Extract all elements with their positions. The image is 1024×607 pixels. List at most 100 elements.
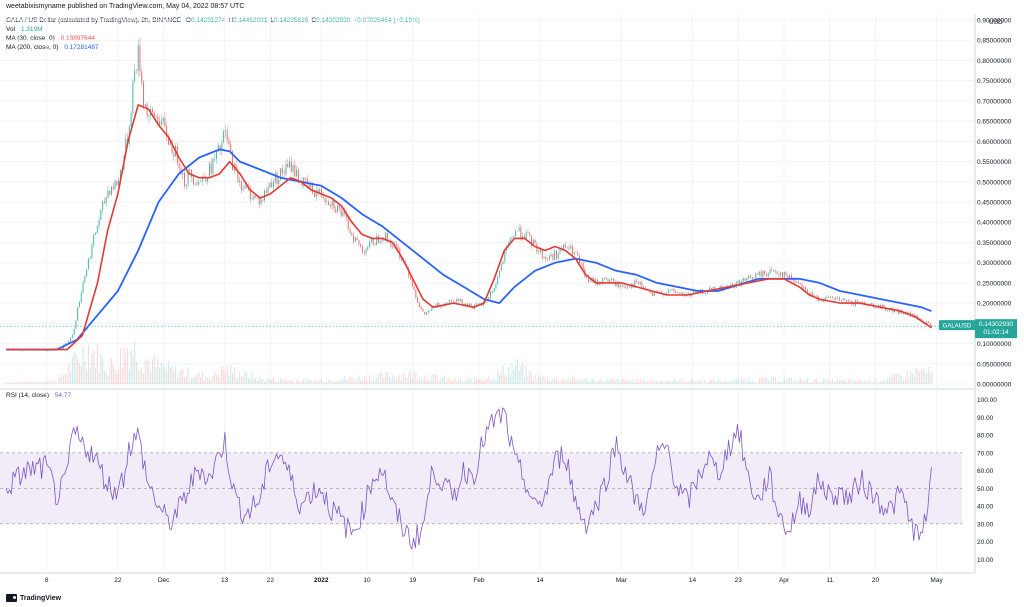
volume-bar	[486, 378, 488, 384]
candle-body	[135, 70, 137, 72]
volume-bar	[710, 379, 712, 384]
price-tick-label: 0.85000000	[977, 38, 1012, 45]
volume-bar	[851, 379, 853, 384]
candle-body	[456, 298, 458, 303]
volume-bar	[415, 372, 417, 384]
volume-bar	[707, 382, 709, 384]
volume-bar	[557, 380, 559, 384]
volume-bar	[883, 379, 885, 384]
volume-bar	[644, 382, 647, 384]
volume-bar	[191, 377, 193, 384]
volume-bar	[13, 381, 15, 384]
price-tick-label: 0.60000000	[977, 139, 1012, 146]
volume-bar	[571, 376, 574, 384]
volume-bar	[370, 381, 372, 384]
candle-body	[760, 271, 762, 277]
candle-body	[737, 280, 739, 283]
volume-bar	[894, 373, 896, 384]
time-tick-label: 22	[267, 577, 275, 584]
volume-bar	[490, 380, 492, 384]
volume-bar	[774, 377, 776, 384]
volume-bar	[513, 369, 515, 384]
volume-bar	[600, 378, 602, 384]
tradingview-logo[interactable]: TradingView	[6, 594, 61, 602]
volume-bar	[68, 363, 70, 384]
volume-bar	[427, 380, 429, 384]
candle-body	[620, 285, 622, 288]
candle-body	[312, 183, 314, 194]
candle-body	[897, 309, 899, 314]
candle-body	[183, 172, 185, 187]
candle-body	[256, 196, 258, 198]
price-tick-label: 0.80000000	[977, 58, 1012, 65]
volume-bar	[890, 375, 892, 384]
candle-body	[826, 296, 828, 298]
candle-body	[582, 263, 584, 270]
candle-body	[426, 312, 428, 315]
volume-bar	[205, 376, 207, 384]
volume-bar	[536, 380, 538, 384]
candle-body	[692, 291, 694, 295]
rsi-value: 54.77	[54, 392, 72, 399]
volume-bar	[367, 381, 369, 384]
volume-bar	[408, 373, 410, 384]
volume-bar	[604, 382, 606, 384]
volume-bar	[758, 378, 760, 384]
candle-body	[450, 300, 452, 301]
volume-bar	[725, 378, 727, 384]
volume-bar	[459, 379, 461, 384]
volume-bar	[862, 382, 864, 384]
volume-bar	[685, 381, 687, 384]
volume-bar	[625, 380, 627, 384]
volume-value: 1.319M	[20, 26, 43, 33]
candle-body	[167, 137, 169, 145]
volume-bar	[895, 373, 897, 384]
candle-body	[77, 307, 79, 321]
volume-bar	[472, 382, 474, 384]
candle-body	[837, 297, 839, 298]
volume-bar	[363, 375, 365, 384]
candle-body	[774, 271, 776, 272]
candle-body	[577, 252, 579, 256]
candle-body	[196, 183, 198, 185]
candle-body	[100, 209, 102, 220]
volume-bar	[148, 360, 150, 384]
volume-bar	[611, 379, 613, 384]
legend-ma200-row[interactable]: MA (200, close, 0) 0.17281487	[6, 44, 99, 51]
volume-bar	[926, 373, 928, 384]
volume-bar	[345, 379, 348, 384]
volume-bar	[119, 348, 122, 384]
candle-body	[265, 190, 267, 193]
candle-body	[228, 140, 230, 145]
volume-bar	[39, 382, 41, 384]
candle-body	[344, 211, 346, 215]
volume-bar	[426, 378, 428, 384]
volume-bar	[94, 368, 97, 384]
volume-bar	[182, 369, 184, 384]
volume-bar	[741, 377, 743, 384]
volume-bar	[477, 379, 479, 384]
currency-label[interactable]: USD	[989, 19, 1003, 26]
last-price-value: 0.14302930	[979, 321, 1014, 328]
candle-body	[431, 306, 433, 311]
volume-bar	[267, 377, 269, 384]
axes[interactable]: 0.90000000 0.85000000 0.80000000 0.75000000…	[45, 18, 1017, 585]
volume-bar	[402, 373, 404, 384]
volume-bar	[833, 382, 835, 384]
candle-body	[671, 288, 673, 291]
volume-bar	[719, 381, 721, 384]
candle-body	[908, 312, 910, 314]
volume-bar	[143, 373, 145, 384]
legend-ma30-row[interactable]: MA (30, close, 0) 0.13897644	[6, 35, 95, 42]
volume-bar	[931, 370, 933, 384]
volume-bar	[579, 379, 581, 384]
legend-rsi-row[interactable]: RSI (14, close) 54.77	[6, 392, 71, 399]
candle-body	[75, 320, 77, 329]
volume-bar	[84, 361, 86, 384]
volume-bar	[888, 377, 890, 384]
volume-bar	[493, 377, 495, 384]
rsi-tick-label: 60.00	[977, 468, 994, 475]
legend-volume-row[interactable]: Vol 1.319M	[6, 26, 43, 33]
candle-body	[607, 279, 609, 282]
